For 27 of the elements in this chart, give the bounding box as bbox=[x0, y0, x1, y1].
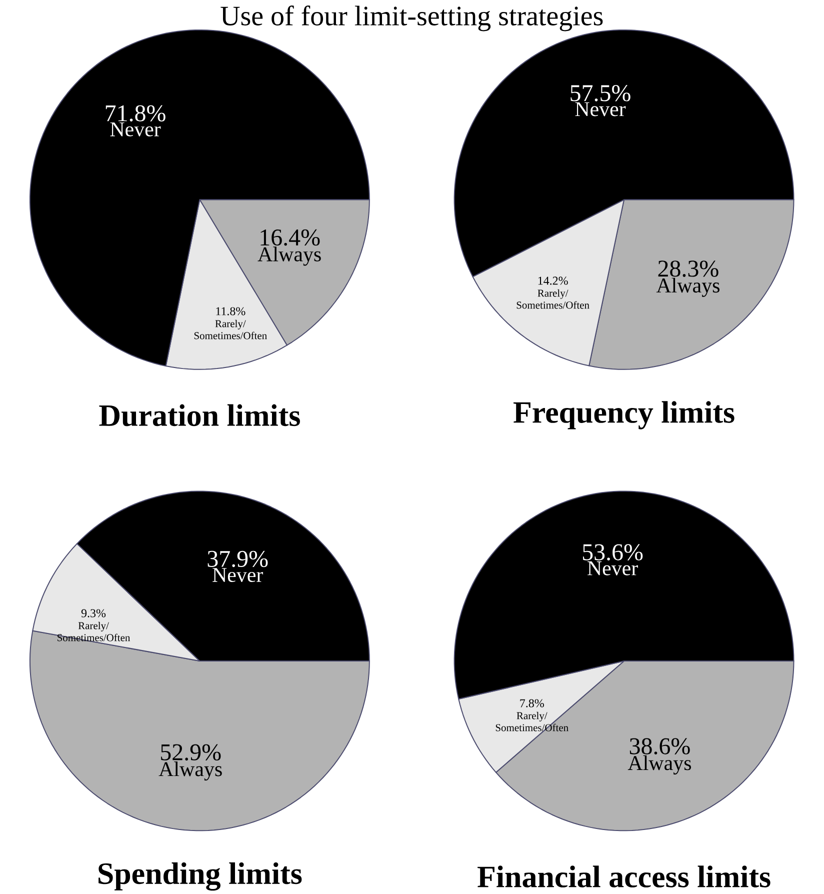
data-label: 16.4% bbox=[260, 229, 320, 246]
slice-label: Never bbox=[110, 122, 161, 136]
slice-label: Always bbox=[158, 761, 222, 781]
data-label: 9.3% bbox=[82, 609, 106, 618]
slice-label: Rarely/ Sometimes/Often bbox=[516, 289, 590, 309]
text: Spending limits bbox=[98, 862, 302, 891]
data-label: 57.5% bbox=[570, 85, 631, 102]
text: Frequency limits bbox=[514, 401, 734, 430]
slice-label: Never bbox=[588, 561, 638, 576]
data-label: 37.9% bbox=[208, 550, 268, 568]
data-label: 38.6% bbox=[630, 738, 690, 754]
slice-label: Never bbox=[212, 568, 264, 582]
data-label: 52.9% bbox=[161, 744, 221, 760]
text: Use of four limit-setting strategies bbox=[220, 6, 603, 32]
slice-label: Always bbox=[628, 755, 692, 775]
slice-label: Never bbox=[575, 102, 626, 116]
data-label: 11.8% bbox=[216, 307, 246, 316]
data-label: 28.3% bbox=[658, 260, 718, 277]
text: Duration limits bbox=[99, 404, 300, 426]
slice-label: Rarely/ Sometimes/Often bbox=[194, 320, 268, 340]
slice-label: Always bbox=[656, 278, 720, 297]
data-label: 7.8% bbox=[520, 699, 544, 708]
text: Financial access limits bbox=[478, 866, 770, 888]
data-label: 71.8% bbox=[106, 105, 166, 122]
data-label: 53.6% bbox=[583, 544, 643, 560]
slice-label: Always bbox=[258, 246, 321, 266]
data-label: 14.2% bbox=[538, 276, 568, 285]
